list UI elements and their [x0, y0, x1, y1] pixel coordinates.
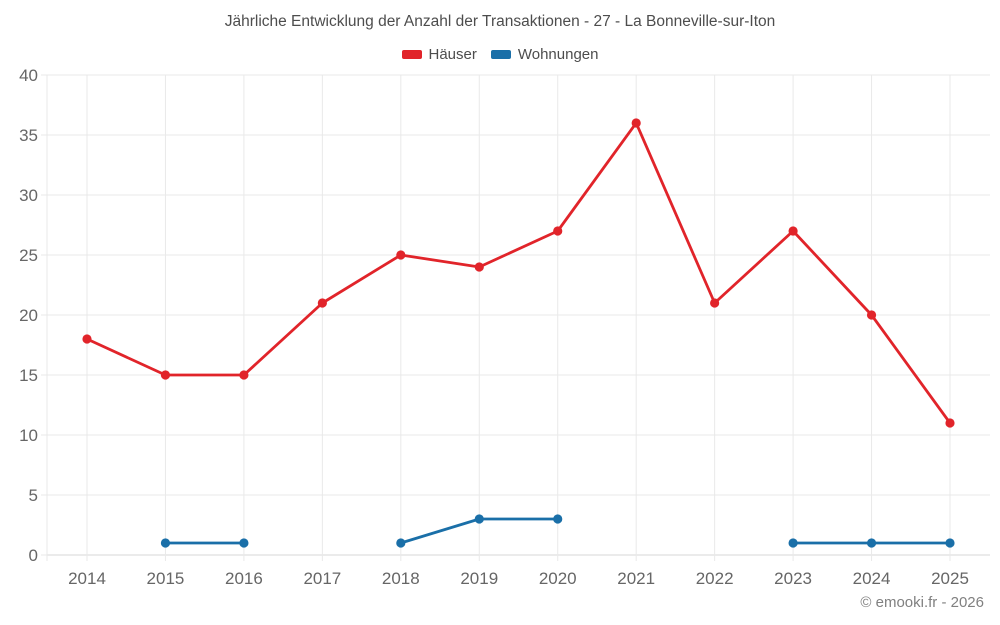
- x-axis-tick-label: 2023: [774, 569, 812, 588]
- data-point: [866, 538, 877, 548]
- data-point: [474, 262, 484, 272]
- data-point: [239, 538, 249, 548]
- y-axis-tick-label: 0: [29, 546, 38, 565]
- wohnungen-series-swatch-icon: [490, 50, 511, 59]
- data-point: [160, 538, 171, 548]
- series-häuser: [82, 118, 955, 428]
- series-wohnungen: [160, 514, 955, 548]
- axis-ticks: [41, 74, 47, 556]
- data-point: [160, 370, 171, 380]
- data-point: [317, 298, 327, 308]
- data-point: [82, 334, 92, 344]
- x-axis-tick-label: 2014: [68, 569, 106, 588]
- data-point: [788, 226, 798, 236]
- y-axis-tick-label: 30: [19, 186, 38, 205]
- x-axis-tick-label: 2018: [382, 569, 420, 588]
- legend-item-wohnungen[interactable]: Wohnungen: [490, 46, 599, 63]
- data-point: [396, 538, 406, 548]
- legend-label: Wohnungen: [517, 46, 599, 63]
- y-axis-tick-label: 35: [19, 126, 38, 145]
- data-point: [710, 298, 720, 308]
- copyright-notice: © emooki.fr - 2026: [860, 594, 984, 611]
- legend: Häuser Wohnungen: [0, 46, 1000, 63]
- x-axis-tick-label: 2015: [147, 569, 185, 588]
- x-axis-tick-label: 2016: [225, 569, 263, 588]
- data-point: [945, 538, 955, 548]
- x-axis-tick-label: 2020: [539, 569, 577, 588]
- x-axis-tick-label: 2024: [853, 569, 891, 588]
- series-lines: [82, 118, 955, 548]
- x-axis-tick-label: 2025: [931, 569, 969, 588]
- x-axis-tick-label: 2021: [617, 569, 655, 588]
- y-axis-tick-label: 40: [19, 66, 38, 85]
- x-axis-tick-label: 2022: [696, 569, 734, 588]
- chart-title: Jährliche Entwicklung der Anzahl der Tra…: [224, 13, 776, 30]
- data-point: [866, 310, 877, 320]
- data-point: [553, 226, 563, 236]
- y-axis-tick-label: 15: [19, 366, 38, 385]
- y-axis-tick-label: 25: [19, 246, 38, 265]
- gridlines: [46, 74, 990, 561]
- data-point: [553, 514, 563, 524]
- legend-label: Häuser: [428, 46, 477, 63]
- data-point: [945, 418, 955, 428]
- legend-item-haeuser[interactable]: Häuser: [401, 46, 477, 63]
- data-point: [474, 514, 484, 524]
- data-point: [631, 118, 641, 128]
- y-axis-tick-label: 10: [19, 426, 38, 445]
- x-axis-tick-label: 2019: [460, 569, 498, 588]
- data-point: [788, 538, 798, 548]
- haeuser-series-swatch-icon: [401, 50, 422, 59]
- data-point: [239, 370, 249, 380]
- x-axis-tick-label: 2017: [303, 569, 341, 588]
- y-axis-tick-label: 5: [29, 486, 38, 505]
- data-point: [396, 250, 406, 260]
- y-axis-tick-label: 20: [19, 306, 38, 325]
